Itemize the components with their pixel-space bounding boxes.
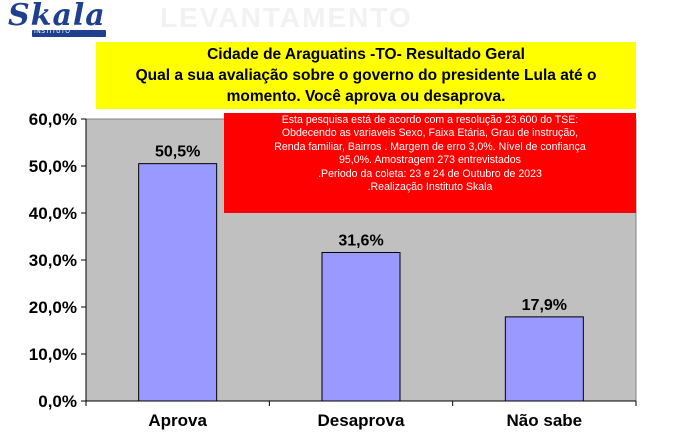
bar	[504, 316, 584, 402]
bar-data-label: 50,5%	[155, 144, 200, 161]
x-tick-label: Não sabe	[507, 411, 583, 430]
bars	[138, 163, 584, 402]
y-tick-label: 50,0%	[29, 157, 77, 176]
note-line-1: Esta pesquisa está de acordo com a resol…	[281, 114, 579, 126]
y-tick-label: 10,0%	[29, 345, 77, 364]
x-axis: Aprova Desaprova Não sabe	[85, 400, 637, 430]
chart-title-box: Cidade de Araguatins -TO- Resultado Gera…	[96, 42, 636, 109]
bar-data-label: 17,9%	[522, 297, 567, 314]
y-tick-label: 0,0%	[38, 392, 77, 411]
y-tick-label: 30,0%	[29, 251, 77, 270]
bar	[138, 163, 218, 402]
note-line-6: .Realização Instituto Skala	[367, 181, 493, 194]
methodology-note: Esta pesquisa está de acordo com a resol…	[224, 113, 636, 213]
title-line-3: momento. Você aprova ou desaprova.	[226, 88, 506, 105]
title-line-2: Qual a sua avaliação sobre o governo do …	[135, 67, 597, 84]
note-line-4: 95,0%. Amostragem 273 entrevistados	[339, 154, 521, 167]
skala-logo: Skala INSTITUTO	[4, 0, 108, 38]
bar	[321, 251, 401, 402]
y-tick-label: 60,0%	[29, 110, 77, 129]
bar-data-label: 31,6%	[338, 232, 383, 249]
note-line-2: Obdecendo as variaveis Sexo, Faixa Etári…	[281, 127, 579, 140]
logo-band	[32, 30, 106, 37]
logo-wordmark: Skala	[8, 0, 106, 33]
y-tick-label: 20,0%	[29, 298, 77, 317]
note-line-3: Renda familiar, Bairros . Margem de erro…	[274, 140, 586, 153]
x-tick-label: Desaprova	[318, 411, 405, 430]
data-labels: 50,5% 31,6% 17,9%	[155, 144, 567, 314]
y-tick-label: 40,0%	[29, 204, 77, 223]
y-axis: 0,0% 10,0% 20,0% 30,0% 40,0% 50,0% 60,0%	[29, 110, 87, 411]
logo-subtext: INSTITUTO	[34, 28, 71, 35]
x-tick-label: Aprova	[148, 411, 207, 430]
header-watermark-text: LEVANTAMENTO	[160, 2, 413, 33]
note-line-5: .Periodo da coleta: 23 e 24 de Outubro d…	[318, 167, 542, 180]
title-line-1: Cidade de Araguatins -TO- Resultado Gera…	[207, 46, 525, 63]
